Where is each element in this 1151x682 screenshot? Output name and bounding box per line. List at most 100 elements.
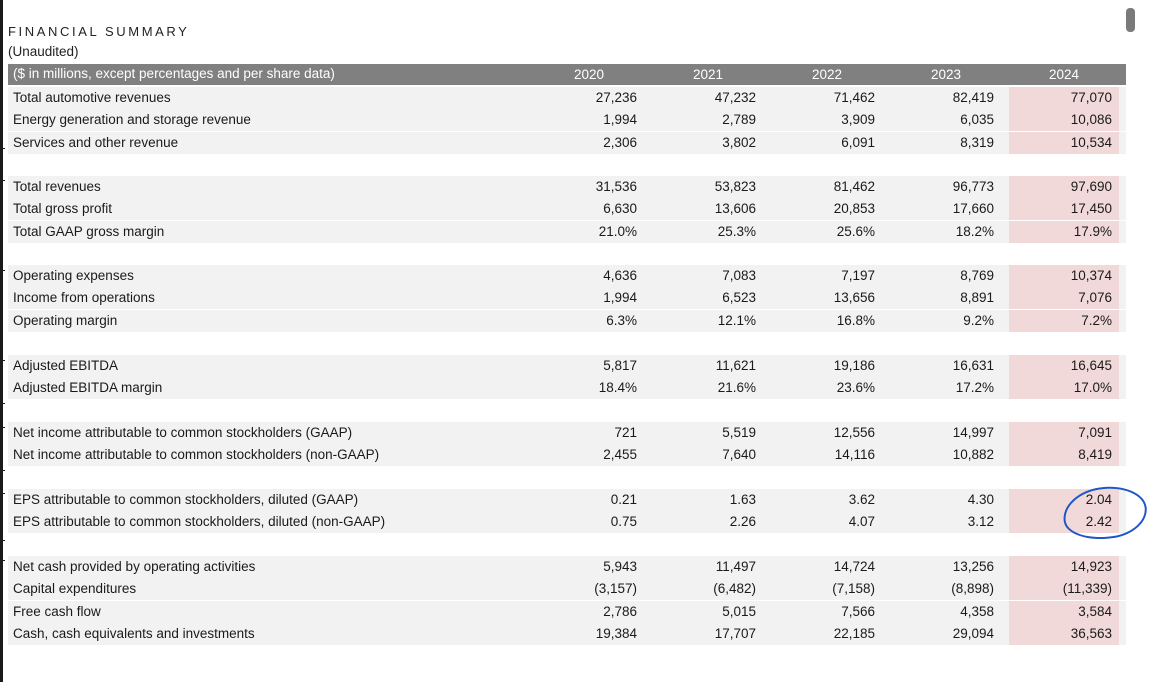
row-label: Adjusted EBITDA margin: [13, 380, 163, 396]
value-cell: 19,186: [833, 358, 875, 373]
value-cell: 3,584: [1009, 600, 1119, 623]
row-label: Adjusted EBITDA: [13, 358, 119, 373]
value-cell: 6,523: [722, 290, 756, 306]
value-cell: 7.2%: [1009, 309, 1119, 332]
margin-tick: [0, 427, 5, 428]
value-cell: 2.04: [1009, 489, 1119, 511]
table-row: Net income attributable to common stockh…: [8, 422, 1126, 444]
table-row: Services and other revenue 2,306 3,802 6,09…: [8, 131, 1126, 154]
table-row: Net cash provided by operating activitie…: [8, 556, 1126, 578]
row-label: Net cash provided by operating activitie…: [13, 559, 256, 574]
table-row: Total revenues 31,536 53,823 81,462 96,773 97…: [8, 176, 1126, 198]
margin-tick: [0, 493, 5, 494]
year-header: 2022: [811, 67, 843, 82]
value-cell: 82,419: [952, 90, 994, 105]
value-cell: 17,707: [714, 625, 756, 641]
value-cell: 14,997: [952, 425, 994, 440]
margin-tick: [0, 470, 5, 471]
value-cell: 22,185: [833, 625, 875, 641]
value-cell: 4.07: [848, 514, 875, 530]
value-cell: 7,566: [841, 603, 875, 619]
row-label: Operating margin: [13, 312, 118, 328]
margin-tick: [0, 148, 5, 149]
value-cell: 1.63: [729, 492, 756, 507]
value-cell: 17,660: [952, 201, 994, 217]
value-cell: 13,656: [833, 290, 875, 306]
value-cell: 13,606: [714, 201, 756, 217]
value-cell: 71,462: [833, 90, 875, 105]
row-label: Income from operations: [13, 290, 155, 306]
value-cell: 8,891: [960, 290, 994, 306]
margin-tick: [0, 180, 5, 181]
value-cell: 721: [614, 425, 637, 440]
value-cell: (7,158): [832, 581, 875, 597]
value-cell: 11,497: [715, 559, 756, 574]
value-cell: (3,157): [594, 581, 637, 597]
table-row: Adjusted EBITDA margin 18.4% 21.6% 23.6% 17.…: [8, 377, 1126, 400]
value-cell: 14,923: [1009, 556, 1119, 578]
value-cell: 96,773: [952, 179, 994, 194]
margin-tick: [0, 560, 5, 561]
value-cell: 2,786: [603, 603, 637, 619]
table-row: Operating expenses 4,636 7,083 7,197 8,769 10…: [8, 265, 1126, 287]
table-row: Total automotive revenues 27,236 47,232 71,…: [8, 87, 1126, 109]
value-cell: 2.26: [729, 514, 756, 530]
header-label: ($ in millions, except percentages and p…: [13, 66, 335, 81]
table-row: Total gross profit 6,630 13,606 20,853 17,66…: [8, 198, 1126, 221]
value-cell: 1,994: [603, 112, 637, 128]
year-header: 2020: [573, 67, 605, 82]
value-cell: 5,015: [722, 603, 756, 619]
row-label: Total automotive revenues: [13, 90, 171, 105]
value-cell: 19,384: [595, 625, 637, 641]
value-cell: 18.2%: [955, 223, 994, 239]
row-label: EPS attributable to common stockholders,…: [13, 492, 359, 507]
year-header: 2024: [1048, 67, 1080, 82]
value-cell: 25.3%: [717, 223, 756, 239]
value-cell: 3.12: [967, 514, 994, 530]
row-label: Total GAAP gross margin: [13, 223, 165, 239]
value-cell: 81,462: [833, 179, 875, 194]
value-cell: 4,636: [603, 268, 637, 283]
value-cell: 3,802: [722, 134, 756, 150]
value-cell: 17.0%: [1009, 377, 1119, 400]
value-cell: 23.6%: [836, 380, 875, 396]
value-cell: 10,374: [1009, 265, 1119, 287]
value-cell: 5,519: [722, 425, 756, 440]
value-cell: 47,232: [714, 90, 756, 105]
scrollbar-thumb[interactable]: [1126, 8, 1135, 32]
value-cell: 2,455: [603, 447, 637, 463]
value-cell: 13,256: [952, 559, 994, 574]
table-row: Income from operations 1,994 6,523 13,656 8,…: [8, 287, 1126, 310]
table-header-row: ($ in millions, except percentages and p…: [8, 64, 1126, 85]
table-row: Net income attributable to common stockh…: [8, 444, 1126, 467]
value-cell: 11,621: [715, 358, 756, 373]
value-cell: 9.2%: [963, 312, 994, 328]
value-cell: 29,094: [952, 625, 994, 641]
value-cell: 6,091: [841, 134, 875, 150]
value-cell: 5,943: [603, 559, 637, 574]
value-cell: 7,640: [722, 447, 756, 463]
value-cell: 3,909: [841, 112, 875, 128]
table-row: Cash, cash equivalents and investments 19…: [8, 622, 1126, 645]
margin-tick: [0, 270, 5, 271]
value-cell: 53,823: [714, 179, 756, 194]
value-cell: 7,083: [722, 268, 756, 283]
row-label: Free cash flow: [13, 603, 101, 619]
value-cell: 12,556: [833, 425, 875, 440]
value-cell: 27,236: [595, 90, 637, 105]
row-label: Services and other revenue: [13, 134, 179, 150]
margin-tick: [0, 403, 5, 404]
year-header: 2021: [692, 67, 724, 82]
value-cell: 97,690: [1009, 176, 1119, 198]
value-cell: 12.1%: [717, 312, 756, 328]
value-cell: 7,197: [841, 268, 875, 283]
value-cell: 21.0%: [598, 223, 637, 239]
value-cell: 14,724: [833, 559, 875, 574]
table-row: Capital expenditures (3,157) (6,482) (7,158…: [8, 578, 1126, 601]
row-label: Net income attributable to common stockh…: [13, 425, 353, 440]
value-cell: 77,070: [1009, 87, 1119, 109]
value-cell: 10,534: [1009, 131, 1119, 154]
row-label: Total revenues: [13, 179, 101, 194]
value-cell: 8,319: [960, 134, 994, 150]
table-row: Adjusted EBITDA 5,817 11,621 19,186 16,631 16…: [8, 355, 1126, 377]
